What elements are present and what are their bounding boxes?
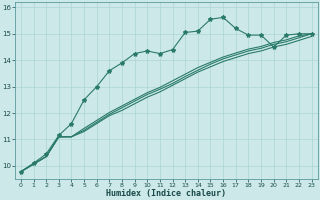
X-axis label: Humidex (Indice chaleur): Humidex (Indice chaleur) xyxy=(106,189,226,198)
